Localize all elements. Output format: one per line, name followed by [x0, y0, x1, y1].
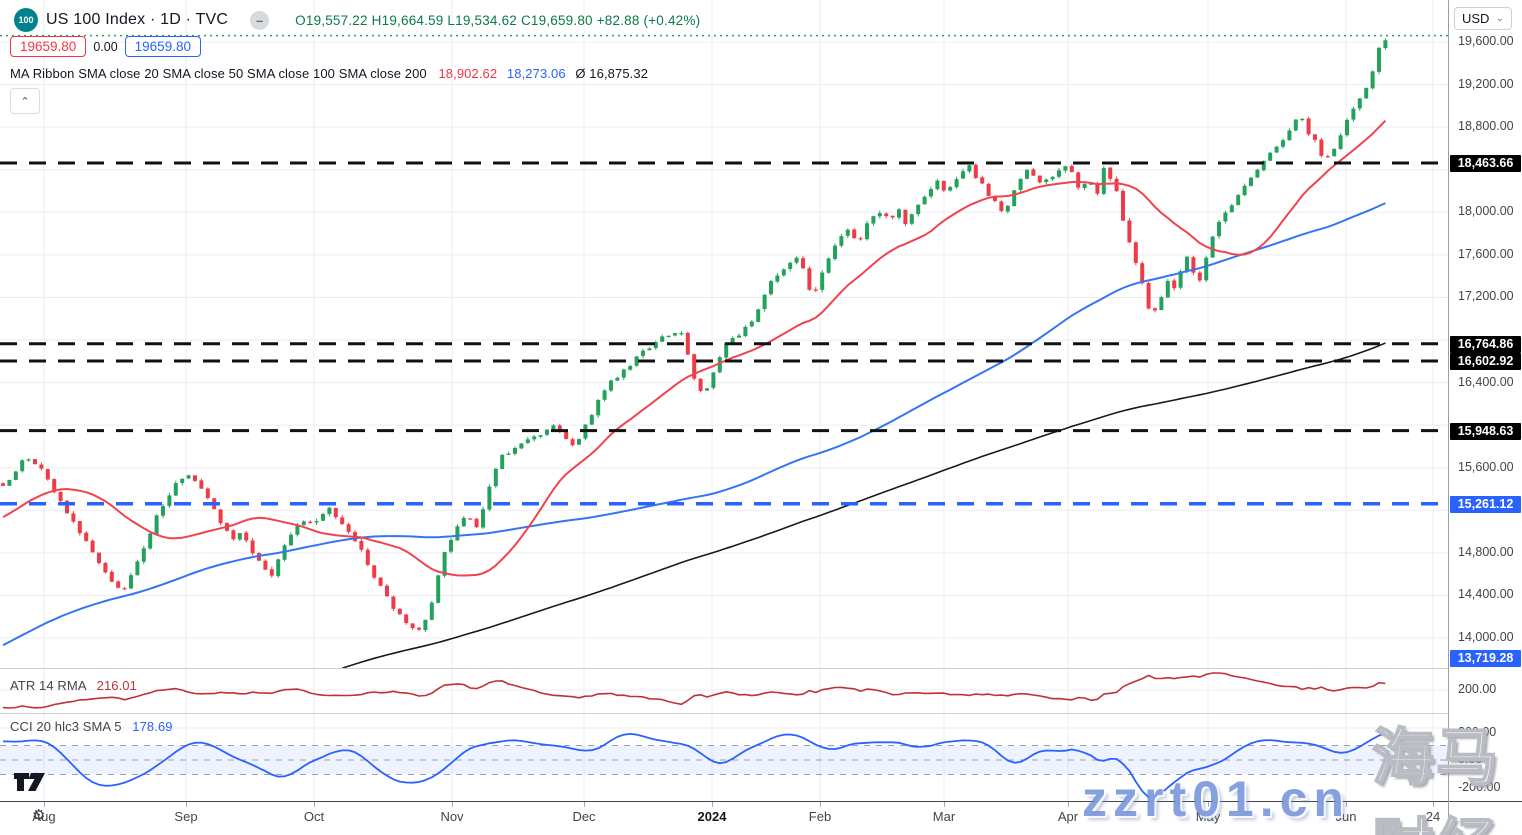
atr-legend[interactable]: ATR 14 RMA 216.01	[10, 678, 137, 693]
time-tick-label: Mar	[932, 809, 956, 824]
time-tick-mark	[712, 802, 713, 807]
ohlc-values: O19,557.22 H19,664.59 L19,534.62 C19,659…	[295, 12, 701, 28]
price-tick-label: 17,200.00	[1458, 289, 1514, 303]
price-level-badge[interactable]: 13,719.28	[1450, 650, 1521, 667]
time-tick-mark	[44, 802, 45, 807]
symbol-title[interactable]: US 100 Index · 1D · TVC	[46, 11, 229, 28]
atr-value: 216.01	[96, 678, 137, 693]
cci-label: CCI 20 hlc3 SMA 5	[10, 719, 122, 734]
price-tick-label: 18,000.00	[1458, 204, 1514, 218]
price-tick-label: 200.00	[1458, 725, 1497, 739]
watermark-cjk: 海马财经	[1371, 723, 1501, 835]
time-tick-label: Aug	[32, 809, 56, 824]
collapse-legend-button[interactable]: ⌃	[10, 88, 40, 114]
time-tick-mark	[452, 802, 453, 807]
time-tick-label: Sep	[174, 809, 198, 824]
price-tick-label: 17,600.00	[1458, 247, 1514, 261]
chevron-down-icon: ⌄	[1495, 13, 1504, 24]
ma-ribbon-legend[interactable]: MA Ribbon SMA close 20 SMA close 50 SMA …	[10, 66, 648, 81]
price-level-badge[interactable]: 16,764.86	[1450, 336, 1521, 353]
time-tick-mark	[1208, 802, 1209, 807]
time-tick-label: 24	[1425, 809, 1441, 824]
ma-ribbon-avg-value: Ø 16,875.32	[575, 66, 649, 81]
time-tick-mark	[186, 802, 187, 807]
price-tick-label: -200.00	[1458, 780, 1501, 794]
cci-legend[interactable]: CCI 20 hlc3 SMA 5 178.69	[10, 719, 173, 734]
time-tick-label: Nov	[440, 809, 464, 824]
sell-price-box[interactable]: 19659.80	[10, 36, 87, 57]
buy-price-box[interactable]: 19659.80	[124, 36, 201, 57]
cci-value: 178.69	[132, 719, 173, 734]
price-level-badge[interactable]: 15,261.12	[1450, 496, 1521, 513]
price-tick-label: 19,600.00	[1458, 34, 1514, 48]
time-tick-label: 2024	[697, 809, 727, 824]
time-tick-label: Jun	[1335, 809, 1357, 824]
symbol-logo[interactable]: 100	[14, 8, 38, 32]
ma-ribbon-label: MA Ribbon SMA close 20 SMA close 50 SMA …	[10, 66, 427, 81]
price-level-badge[interactable]: 18,463.66	[1450, 155, 1521, 172]
currency-selector[interactable]: USD ⌄	[1454, 7, 1512, 30]
time-tick-label: Dec	[572, 809, 596, 824]
panel-separator-atr-cci[interactable]	[0, 713, 1522, 714]
price-tick-label: 16,400.00	[1458, 375, 1514, 389]
time-tick-mark	[944, 802, 945, 807]
price-axis[interactable]: USD ⌄ 19,600.00 19,200.00 18,800.00 18,000.…	[1449, 0, 1522, 801]
ma-ribbon-sma100-value: 18,273.06	[506, 66, 566, 81]
price-tick-label: 18,800.00	[1458, 119, 1514, 133]
symbol-header: 100 US 100 Index · 1D · TVC – O19,557.22…	[14, 8, 700, 32]
time-tick-mark	[1433, 802, 1434, 807]
price-tick-label: 0.00	[1458, 752, 1483, 766]
time-tick-label: Feb	[808, 809, 832, 824]
price-tick-label: 14,800.00	[1458, 545, 1514, 559]
gear-icon[interactable]: ⚙	[32, 807, 46, 824]
price-tick-label: 14,000.00	[1458, 630, 1514, 644]
market-status-icon[interactable]: –	[250, 10, 270, 30]
watermark-url: zzrt01.cn	[1082, 771, 1350, 827]
currency-label: USD	[1462, 11, 1490, 26]
price-axis-border	[1448, 0, 1449, 835]
ma-ribbon-sma20-value: 18,902.62	[438, 66, 498, 81]
time-tick-mark	[584, 802, 585, 807]
price-tick-label: 200.00	[1458, 682, 1497, 696]
price-boxes: 19659.80 0.00 19659.80	[10, 36, 201, 57]
price-level-badge[interactable]: 15,948.63	[1450, 423, 1521, 440]
time-axis[interactable]: Aug Sep Oct Nov Dec 2024 Feb Mar Apr May Jun 24	[0, 802, 1448, 835]
time-axis-border	[0, 801, 1522, 802]
time-tick-mark	[820, 802, 821, 807]
time-tick-label: Apr	[1057, 809, 1079, 824]
price-tick-label: 19,200.00	[1458, 77, 1514, 91]
price-tick-label: 14,400.00	[1458, 587, 1514, 601]
time-tick-label: May	[1195, 809, 1221, 824]
price-level-badge[interactable]: 16,602.92	[1450, 353, 1521, 370]
price-tick-label: 15,600.00	[1458, 460, 1514, 474]
tradingview-logo[interactable]	[13, 772, 47, 797]
time-tick-mark	[314, 802, 315, 807]
atr-label: ATR 14 RMA	[10, 678, 86, 693]
chart-canvas[interactable]	[0, 0, 1448, 835]
time-tick-mark	[1346, 802, 1347, 807]
time-tick-mark	[1068, 802, 1069, 807]
time-tick-label: Oct	[303, 809, 325, 824]
spread-value: 0.00	[93, 39, 118, 54]
panel-separator-main-atr[interactable]	[0, 668, 1522, 669]
